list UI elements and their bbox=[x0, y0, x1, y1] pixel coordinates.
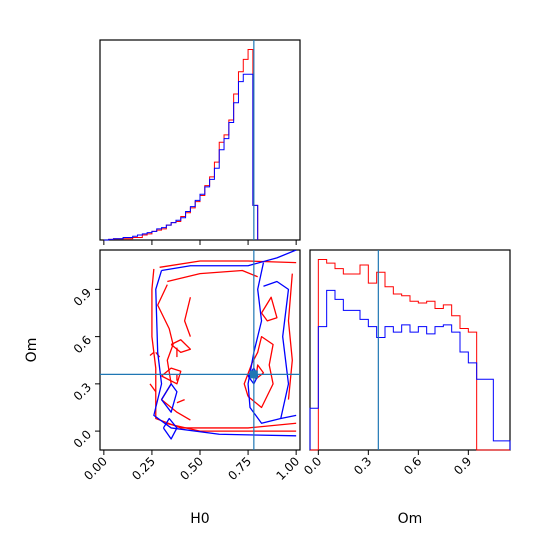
ylabel-om: Om bbox=[24, 338, 40, 363]
contour-red bbox=[167, 269, 258, 283]
contour-xtick-label: 0.50 bbox=[177, 454, 206, 483]
contour-ytick-label: 0.6 bbox=[71, 333, 94, 356]
contour-blue bbox=[160, 383, 178, 413]
contour-ytick-label: 0.9 bbox=[71, 286, 94, 309]
contour-red bbox=[260, 296, 278, 322]
hist-h0-red-series bbox=[103, 49, 259, 241]
hist-om-panel: 0.0 0.3 0.6 0.9 bbox=[301, 249, 511, 478]
hist-om-xtick-label: 0.3 bbox=[351, 454, 374, 477]
contour-panel: 0.00 0.25 0.50 0.75 1.00 0.0 0.3 0.6 0.9 bbox=[71, 249, 302, 483]
contour-red bbox=[149, 383, 157, 393]
contour-red bbox=[243, 335, 274, 409]
contour-ytick-label: 0.3 bbox=[71, 380, 94, 403]
contour-red bbox=[170, 339, 192, 354]
contour-red bbox=[287, 273, 293, 400]
xlabel-h0: H0 bbox=[190, 511, 209, 527]
hist-om-blue-series bbox=[309, 289, 511, 450]
contour-ytick-label: 0.0 bbox=[71, 427, 94, 450]
hist-om-xtick-label: 0.9 bbox=[451, 454, 474, 477]
contour-frame bbox=[99, 249, 301, 451]
contour-red bbox=[183, 297, 192, 337]
hist-h0-panel bbox=[99, 39, 301, 245]
contour-lines bbox=[100, 250, 300, 450]
contour-blue bbox=[263, 280, 290, 419]
contour-red bbox=[161, 367, 182, 385]
contour-red bbox=[149, 351, 155, 357]
hist-om-xtick-label: 0.0 bbox=[301, 454, 324, 477]
contour-xtick-label: 1.00 bbox=[273, 454, 302, 483]
contour-blue bbox=[161, 250, 297, 272]
hist-om-ticks: 0.0 0.3 0.6 0.9 bbox=[301, 450, 474, 478]
contour-blue bbox=[153, 270, 297, 437]
contour-xtick-label: 0.75 bbox=[225, 454, 254, 483]
hist-h0-ticks bbox=[103, 240, 297, 245]
contour-red bbox=[176, 399, 185, 404]
contour-blue bbox=[162, 417, 178, 440]
xlabel-om: Om bbox=[398, 511, 423, 527]
hist-om-xtick-label: 0.6 bbox=[401, 454, 424, 477]
contour-red bbox=[165, 422, 297, 432]
contour-truth-marker bbox=[249, 370, 258, 379]
contour-content bbox=[100, 250, 300, 450]
contour-xtick-label: 0.25 bbox=[129, 454, 158, 483]
hist-om-red-series bbox=[310, 259, 510, 451]
hist-om-content bbox=[309, 250, 511, 451]
hist-h0-content bbox=[103, 40, 259, 241]
contour-xtick-label: 0.00 bbox=[81, 454, 110, 483]
contour-red bbox=[151, 268, 297, 429]
hist-om-frame bbox=[309, 249, 511, 451]
contour-red bbox=[159, 260, 297, 268]
hist-h0-frame bbox=[99, 39, 301, 241]
contour-blue bbox=[247, 262, 297, 424]
hist-h0-blue-series bbox=[103, 73, 259, 241]
